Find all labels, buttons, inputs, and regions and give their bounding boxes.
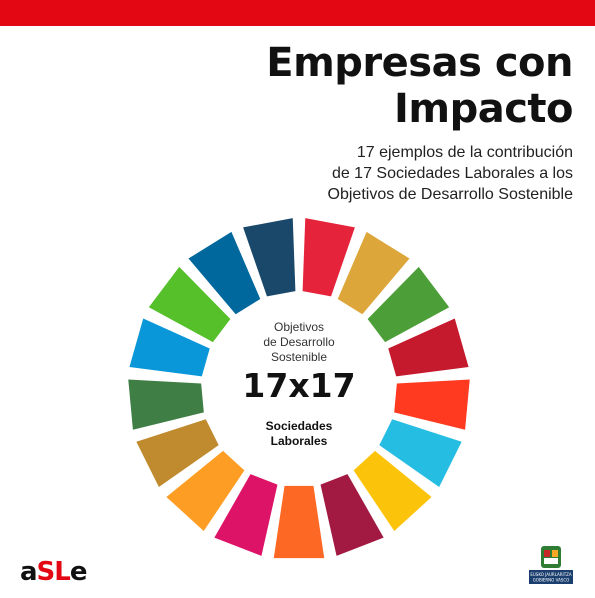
center-label-line-2: Laborales [270, 434, 328, 448]
sdg-segment-11 [166, 450, 245, 531]
wheel-center-caption: Objetivos de Desarrollo Sostenible [249, 320, 349, 365]
sdg-segment-5 [394, 379, 470, 430]
sdg-segment-9 [273, 485, 325, 559]
center-line-3: Sostenible [270, 350, 328, 364]
page-subtitle: 17 ejemplos de la contribución de 17 Soc… [243, 142, 573, 205]
gv-label-line-1: EUSKO JAURLARITZA [530, 572, 572, 577]
asle-logo-sl: SL [36, 557, 71, 587]
gv-shield-quarter-2 [552, 550, 558, 557]
sdg-segment-15 [148, 266, 231, 343]
sdg-segment-7 [353, 450, 432, 531]
asle-logo-a: a [20, 557, 38, 587]
sdg-segment-14 [129, 318, 210, 377]
sdg-segment-17 [243, 218, 296, 297]
sdg-segment-4 [388, 318, 469, 377]
sdg-segment-12 [136, 419, 219, 487]
sdg-segment-16 [188, 231, 261, 315]
sdg-segment-13 [128, 379, 204, 430]
title-line-1: Empresas con [266, 40, 573, 86]
asle-logo: aSLe [20, 557, 88, 587]
sdg-wheel [128, 218, 470, 559]
subtitle-line-2: de 17 Sociedades Laborales a los [331, 165, 573, 182]
gv-label-line-2: GOBIERNO VASCO [533, 578, 570, 583]
subtitle-line-1: 17 ejemplos de la contribución [356, 144, 573, 161]
sdg-segment-6 [379, 419, 462, 487]
center-label-line-1: Sociedades [265, 419, 333, 433]
sdg-segment-1 [302, 218, 355, 297]
sdg-segment-10 [214, 474, 278, 556]
asle-logo-e: e [69, 557, 88, 587]
page-title: Empresas con Impacto [266, 40, 573, 132]
gv-shield-band [544, 558, 558, 564]
sdg-segment-3 [367, 266, 450, 343]
gobierno-vasco-logo: EUSKO JAURLARITZA GOBIERNO VASCO [529, 546, 573, 584]
gv-label-box [529, 570, 573, 584]
sdg-segment-2 [337, 231, 410, 315]
center-line-1: Objetivos [273, 320, 325, 334]
title-line-2: Impacto [394, 86, 573, 132]
wheel-center-number: 17x17 [242, 366, 356, 405]
center-line-2: de Desarrollo [263, 335, 335, 349]
sdg-segment-8 [320, 474, 384, 556]
subtitle-line-3: Objetivos de Desarrollo Sostenible [327, 186, 573, 203]
top-red-bar [0, 0, 595, 26]
gv-shield-quarter-1 [544, 550, 550, 557]
wheel-center-label: Sociedades Laborales [244, 419, 354, 449]
